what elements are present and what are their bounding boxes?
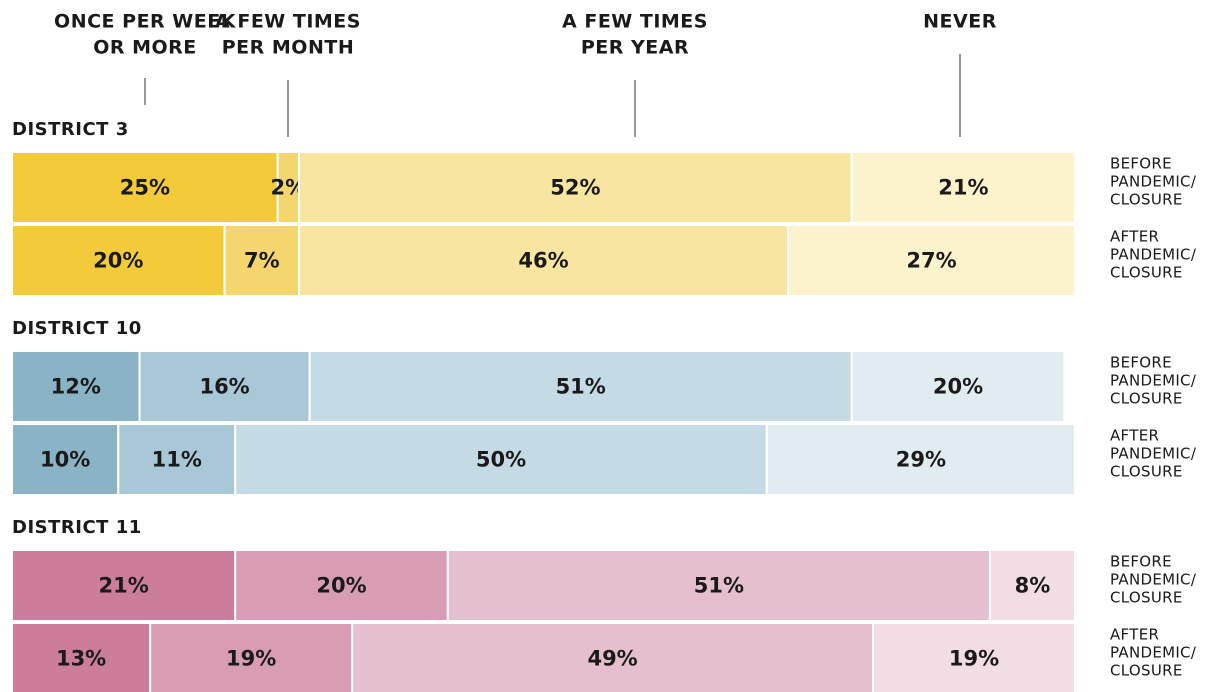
value-label: 20% [93,249,143,273]
bar-segment [11,151,279,224]
bar-segment [138,350,311,423]
bar-segment [850,350,1066,423]
bar-segment [223,224,301,297]
value-label: 21% [938,176,988,200]
row-label: PANDEMIC/ [1110,644,1197,662]
row-label: CLOSURE [1110,191,1183,209]
bar-segment [149,622,354,692]
category-header: A FEW TIMES [215,11,361,33]
row-label: CLOSURE [1110,264,1183,282]
bar-segment [988,549,1077,622]
group-title: DISTRICT 3 [12,119,129,140]
bar-segment [11,224,226,297]
bar-segment [298,224,789,297]
row-label: PANDEMIC/ [1110,372,1197,390]
bar-segment [298,151,853,224]
bar-segment [11,549,237,622]
row-label: BEFORE [1110,354,1172,372]
value-label: 52% [550,176,600,200]
value-label: 25% [120,176,170,200]
bar-segment [234,549,449,622]
value-label: 29% [896,448,946,472]
bar-segment [11,622,152,692]
bar-segment [308,350,853,423]
bar-segment [765,423,1076,496]
value-label: 51% [556,375,606,399]
value-label: 13% [56,647,106,671]
value-label: 11% [152,448,202,472]
bar-segment [446,549,991,622]
bar-segment [786,224,1076,297]
row-label: CLOSURE [1110,390,1183,408]
value-label: 7% [244,249,280,273]
row-label: PANDEMIC/ [1110,445,1197,463]
value-label: 19% [949,647,999,671]
bar-segment [234,423,768,496]
row-label: PANDEMIC/ [1110,246,1197,264]
bar-segment [351,622,875,692]
group-title: DISTRICT 11 [12,517,142,538]
value-label: 21% [98,574,148,598]
value-label: 49% [587,647,637,671]
category-header: PER YEAR [581,37,689,59]
value-label: 12% [51,375,101,399]
bar-segment [872,622,1077,692]
value-label: 20% [933,375,983,399]
value-label: 19% [226,647,276,671]
category-header: ONCE PER WEEK [54,11,237,33]
value-label: 51% [694,574,744,598]
row-label: CLOSURE [1110,662,1183,680]
value-label: 50% [476,448,526,472]
value-label: 10% [40,448,90,472]
row-label: PANDEMIC/ [1110,571,1197,589]
value-label: 20% [316,574,366,598]
value-label: 27% [906,249,956,273]
value-label: 8% [1015,574,1051,598]
bar-segment [117,423,237,496]
bar-segment [11,350,141,423]
category-header: NEVER [923,11,997,33]
row-label: PANDEMIC/ [1110,173,1197,191]
row-label: BEFORE [1110,155,1172,173]
bar-segment [850,151,1077,224]
category-header: OR MORE [93,37,197,59]
category-header: A FEW TIMES [562,11,708,33]
group-title: DISTRICT 10 [12,318,142,339]
row-label: BEFORE [1110,553,1172,571]
row-label: AFTER [1110,228,1159,246]
bar-segment [11,423,120,496]
row-label: CLOSURE [1110,463,1183,481]
value-label: 16% [199,375,249,399]
value-label: 46% [518,249,568,273]
row-label: CLOSURE [1110,589,1183,607]
category-header: PER MONTH [222,37,354,59]
row-label: AFTER [1110,626,1159,644]
row-label: AFTER [1110,427,1159,445]
